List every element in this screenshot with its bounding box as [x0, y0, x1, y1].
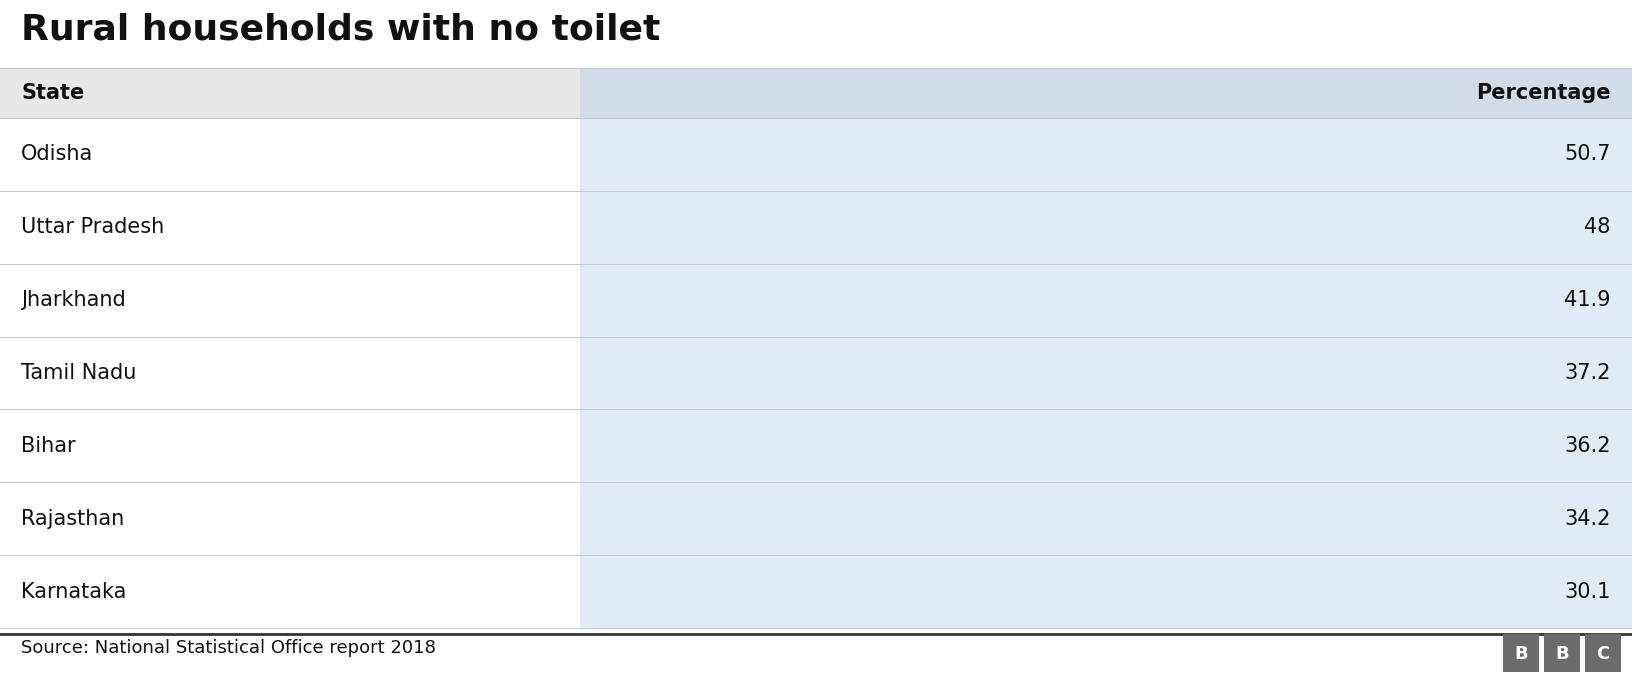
Text: State: State: [21, 83, 85, 103]
FancyBboxPatch shape: [0, 118, 579, 191]
Text: 30.1: 30.1: [1565, 581, 1611, 602]
Text: C: C: [1596, 644, 1609, 662]
Text: Rajasthan: Rajasthan: [21, 509, 124, 528]
Text: Odisha: Odisha: [21, 144, 93, 165]
Text: 48: 48: [1585, 217, 1611, 237]
FancyBboxPatch shape: [0, 336, 579, 410]
FancyBboxPatch shape: [579, 555, 1632, 628]
Text: B: B: [1555, 644, 1568, 662]
Text: 34.2: 34.2: [1565, 509, 1611, 528]
FancyBboxPatch shape: [579, 410, 1632, 482]
Text: 50.7: 50.7: [1565, 144, 1611, 165]
FancyBboxPatch shape: [1585, 634, 1621, 672]
Text: Jharkhand: Jharkhand: [21, 290, 126, 310]
FancyBboxPatch shape: [1544, 634, 1580, 672]
FancyBboxPatch shape: [579, 336, 1632, 410]
Text: 41.9: 41.9: [1565, 290, 1611, 310]
FancyBboxPatch shape: [0, 410, 579, 482]
Text: Karnataka: Karnataka: [21, 581, 127, 602]
FancyBboxPatch shape: [0, 191, 579, 264]
FancyBboxPatch shape: [579, 191, 1632, 264]
FancyBboxPatch shape: [1503, 634, 1539, 672]
Text: B: B: [1514, 644, 1528, 662]
FancyBboxPatch shape: [0, 555, 579, 628]
FancyBboxPatch shape: [579, 264, 1632, 336]
Text: Bihar: Bihar: [21, 436, 75, 456]
Text: 37.2: 37.2: [1565, 363, 1611, 383]
Text: 36.2: 36.2: [1565, 436, 1611, 456]
Text: Rural households with no toilet: Rural households with no toilet: [21, 12, 661, 46]
FancyBboxPatch shape: [0, 482, 579, 555]
FancyBboxPatch shape: [579, 118, 1632, 191]
Text: Percentage: Percentage: [1477, 83, 1611, 103]
FancyBboxPatch shape: [0, 264, 579, 336]
FancyBboxPatch shape: [0, 68, 579, 118]
Text: Tamil Nadu: Tamil Nadu: [21, 363, 137, 383]
FancyBboxPatch shape: [579, 68, 1632, 118]
Text: Uttar Pradesh: Uttar Pradesh: [21, 217, 165, 237]
FancyBboxPatch shape: [579, 482, 1632, 555]
Text: Source: National Statistical Office report 2018: Source: National Statistical Office repo…: [21, 639, 436, 657]
